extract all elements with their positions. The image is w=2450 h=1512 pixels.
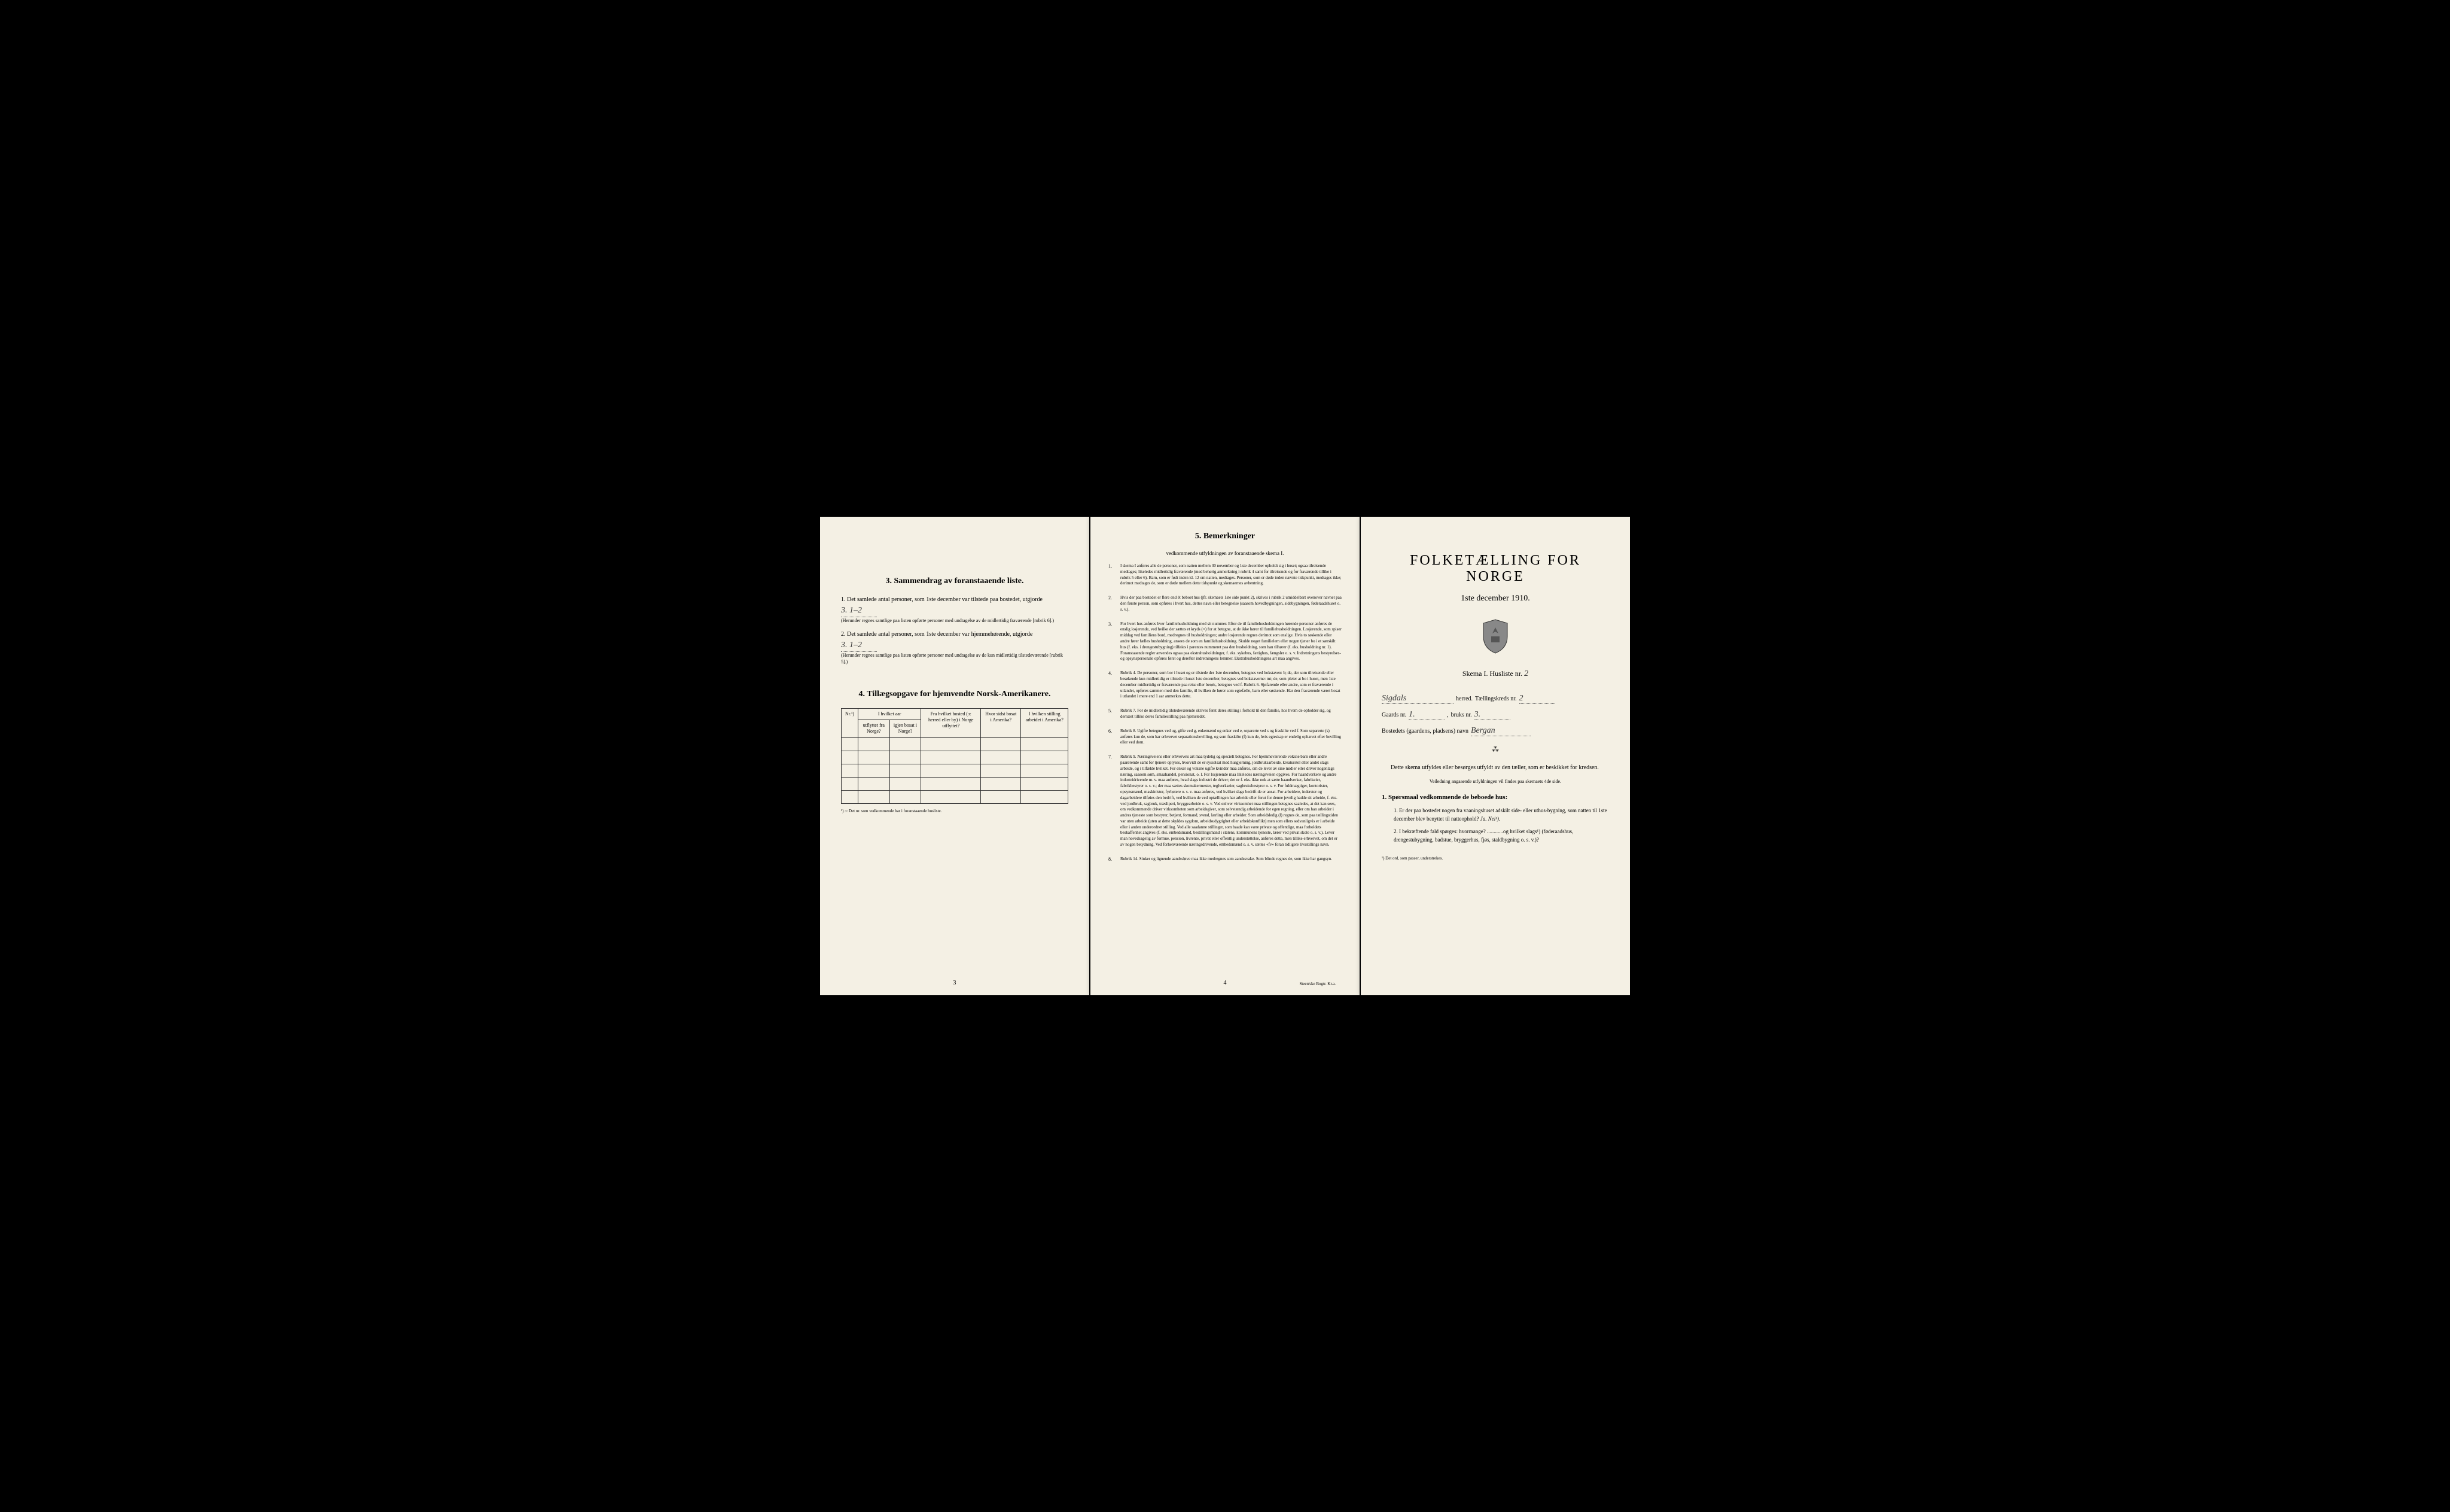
husliste-nr: 2 <box>1524 669 1528 678</box>
item-value: 3. 1–2 <box>841 604 877 617</box>
right-footnote: ¹) Det ord, som passer, understrekes. <box>1382 856 1609 861</box>
main-title: FOLKETÆLLING FOR NORGE <box>1382 553 1609 585</box>
page-1-cover: FOLKETÆLLING FOR NORGE 1ste december 191… <box>1361 517 1630 995</box>
table-row <box>842 737 1068 751</box>
remark-item: 8.Rubrik 14. Sinker og lignende aandsslø… <box>1108 856 1342 866</box>
remarks-list: 1.I skema I anføres alle de personer, so… <box>1108 563 1342 866</box>
section-3-title: 3. Sammendrag av foranstaaende liste. <box>841 577 1068 586</box>
col-utflyttet: utflyttet fra Norge? <box>858 720 890 737</box>
item-text: Det samlede antal personer, som 1ste dec… <box>847 596 1043 603</box>
table-row <box>842 790 1068 803</box>
table-row <box>842 764 1068 777</box>
remark-item: 6.Rubrik 8. Ugifte betegnes ved ug, gift… <box>1108 728 1342 749</box>
herred-value: Sigdals <box>1382 694 1453 704</box>
item-note: (Herunder regnes samtlige paa listen opf… <box>841 652 1068 665</box>
col-aar: I hvilket aar <box>858 708 921 720</box>
table-row <box>842 777 1068 790</box>
remark-item: 4.Rubrik 4. De personer, som bor i huset… <box>1108 670 1342 703</box>
item-num: 2. <box>841 631 846 638</box>
remark-item: 5.Rubrik 7. For de midlertidig tilstedev… <box>1108 708 1342 724</box>
bosted-value: Bergan <box>1471 726 1531 736</box>
page-3: 3. Sammendrag av foranstaaende liste. 1.… <box>820 517 1089 995</box>
summary-item-1: 1. Det samlede antal personer, som 1ste … <box>841 595 1068 624</box>
col-bosat: igjen bosat i Norge? <box>889 720 921 737</box>
remark-item: 2.Hvis der paa bostedet er flere end ét … <box>1108 595 1342 616</box>
census-date: 1ste december 1910. <box>1382 594 1609 603</box>
intro-note: Veiledning angaaende utfyldningen vil fi… <box>1382 778 1609 785</box>
item-text: Det samlede antal personer, som 1ste dec… <box>847 631 1032 638</box>
table-footnote: ¹) ɔ: Det nr. som vedkommende har i fora… <box>841 809 1068 813</box>
section-4-title: 4. Tillægsopgave for hjemvendte Norsk-Am… <box>841 690 1068 699</box>
herred-line: Sigdals herred. Tællingskreds nr. 2 <box>1382 694 1609 704</box>
question-1: 1. Er der paa bostedet nogen fra vaaning… <box>1394 807 1609 823</box>
page-number: 3 <box>953 980 956 986</box>
skema-header: Skema I. Husliste nr. 2 <box>1382 669 1609 679</box>
bruk-value: 3. <box>1474 710 1510 720</box>
section-5-title: 5. Bemerkninger <box>1108 532 1342 541</box>
kreds-value: 2 <box>1519 694 1555 704</box>
gaard-line: Gaards nr. 1., bruks nr. 3. <box>1382 710 1609 720</box>
table-row <box>842 751 1068 764</box>
printer-mark: Steen'ske Bogtr. Kr.a. <box>1299 981 1336 986</box>
bosted-line: Bostedets (gaardens, pladsens) navn Berg… <box>1382 726 1609 736</box>
page-number: 4 <box>1224 980 1227 986</box>
census-document: 3. Sammendrag av foranstaaende liste. 1.… <box>820 517 1630 995</box>
col-stilling: I hvilken stilling arbeidet i Amerika? <box>1021 708 1068 737</box>
intro-text: Dette skema utfyldes eller besørges utfy… <box>1382 763 1609 772</box>
page-4: 5. Bemerkninger vedkommende utfyldningen… <box>1090 517 1360 995</box>
amerikanere-table: Nr.¹) I hvilket aar Fra hvilket bosted (… <box>841 708 1068 804</box>
remark-item: 1.I skema I anføres alle de personer, so… <box>1108 563 1342 590</box>
divider: ⁂ <box>1382 745 1609 754</box>
question-2: 2. I bekræftende fald spørges: hvormange… <box>1394 828 1609 844</box>
q1-answer: Ja. Nei¹). <box>1480 816 1500 822</box>
item-num: 1. <box>841 596 846 603</box>
col-amerika: Hvor sidst bosat i Amerika? <box>981 708 1021 737</box>
remark-item: 7.Rubrik 9. Næringsveiens eller erhverve… <box>1108 754 1342 852</box>
coat-of-arms <box>1382 618 1609 657</box>
summary-item-2: 2. Det samlede antal personer, som 1ste … <box>841 630 1068 665</box>
gaard-value: 1. <box>1409 710 1445 720</box>
remark-item: 3.For hvert hus anføres hver familiehush… <box>1108 621 1342 666</box>
questions-title: 1. Spørsmaal vedkommende de beboede hus: <box>1382 794 1609 801</box>
item-value: 3. 1–2 <box>841 639 877 652</box>
col-nr: Nr.¹) <box>842 708 858 737</box>
col-bosted: Fra hvilket bosted (ɔ: herred eller by) … <box>921 708 981 737</box>
section-5-subtitle: vedkommende utfyldningen av foranstaaend… <box>1108 550 1342 556</box>
item-note: (Herunder regnes samtlige paa listen opf… <box>841 617 1068 624</box>
